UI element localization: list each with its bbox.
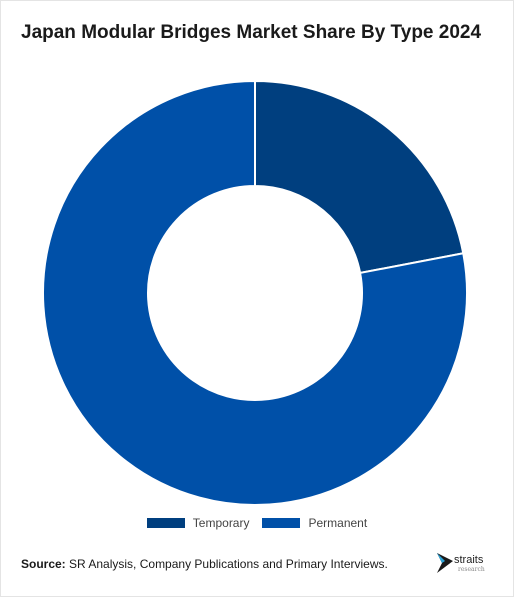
chart-legend: Temporary Permanent	[0, 516, 514, 530]
logo-subword: research	[458, 566, 485, 573]
logo-word: straits	[454, 554, 484, 566]
donut-slice-permanent	[42, 79, 468, 506]
source-label: Source:	[21, 557, 66, 571]
donut-slice-temporary	[254, 79, 465, 275]
straits-logo-arrow-icon	[437, 553, 453, 573]
legend-label-permanent: Permanent	[308, 516, 368, 530]
source-text: SR Analysis, Company Publications and Pr…	[69, 557, 388, 571]
legend-item-permanent: Permanent	[262, 516, 367, 530]
straits-research-logo: straits research	[436, 552, 496, 578]
chart-title: Japan Modular Bridges Market Share By Ty…	[21, 22, 482, 43]
source-note: Source: SR Analysis, Company Publication…	[21, 557, 388, 571]
legend-label-temporary: Temporary	[192, 516, 250, 530]
legend-swatch-permanent	[262, 518, 301, 528]
legend-swatch-temporary	[146, 518, 185, 528]
legend-item-temporary: Temporary	[146, 516, 250, 530]
